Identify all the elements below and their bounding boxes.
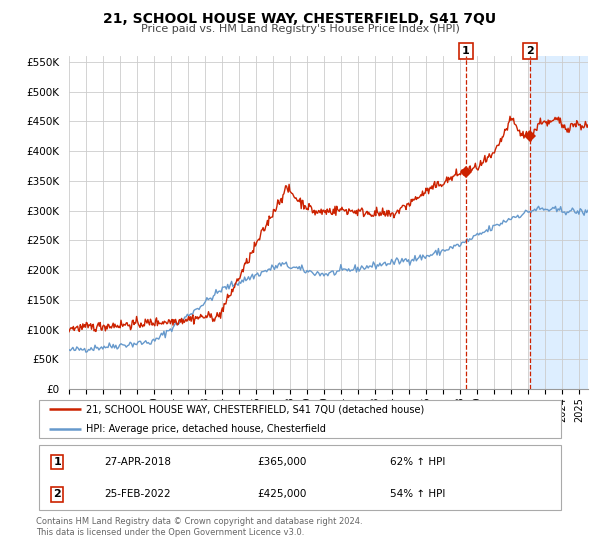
Text: 62% ↑ HPI: 62% ↑ HPI bbox=[390, 457, 445, 467]
Text: Price paid vs. HM Land Registry's House Price Index (HPI): Price paid vs. HM Land Registry's House … bbox=[140, 24, 460, 34]
Text: 2: 2 bbox=[53, 489, 61, 499]
FancyBboxPatch shape bbox=[38, 400, 562, 437]
Text: Contains HM Land Registry data © Crown copyright and database right 2024.: Contains HM Land Registry data © Crown c… bbox=[36, 517, 362, 526]
Text: HPI: Average price, detached house, Chesterfield: HPI: Average price, detached house, Ches… bbox=[86, 424, 326, 434]
Text: 25-FEB-2022: 25-FEB-2022 bbox=[104, 489, 171, 499]
Bar bbox=[530, 56, 588, 389]
Text: 21, SCHOOL HOUSE WAY, CHESTERFIELD, S41 7QU (detached house): 21, SCHOOL HOUSE WAY, CHESTERFIELD, S41 … bbox=[86, 404, 424, 414]
Text: This data is licensed under the Open Government Licence v3.0.: This data is licensed under the Open Gov… bbox=[36, 528, 304, 536]
Text: 2: 2 bbox=[527, 46, 535, 56]
Text: 1: 1 bbox=[53, 457, 61, 467]
Text: 27-APR-2018: 27-APR-2018 bbox=[104, 457, 172, 467]
FancyBboxPatch shape bbox=[38, 445, 562, 510]
Text: £425,000: £425,000 bbox=[258, 489, 307, 499]
Text: 1: 1 bbox=[462, 46, 470, 56]
Text: 21, SCHOOL HOUSE WAY, CHESTERFIELD, S41 7QU: 21, SCHOOL HOUSE WAY, CHESTERFIELD, S41 … bbox=[103, 12, 497, 26]
Text: 54% ↑ HPI: 54% ↑ HPI bbox=[390, 489, 445, 499]
Text: £365,000: £365,000 bbox=[258, 457, 307, 467]
